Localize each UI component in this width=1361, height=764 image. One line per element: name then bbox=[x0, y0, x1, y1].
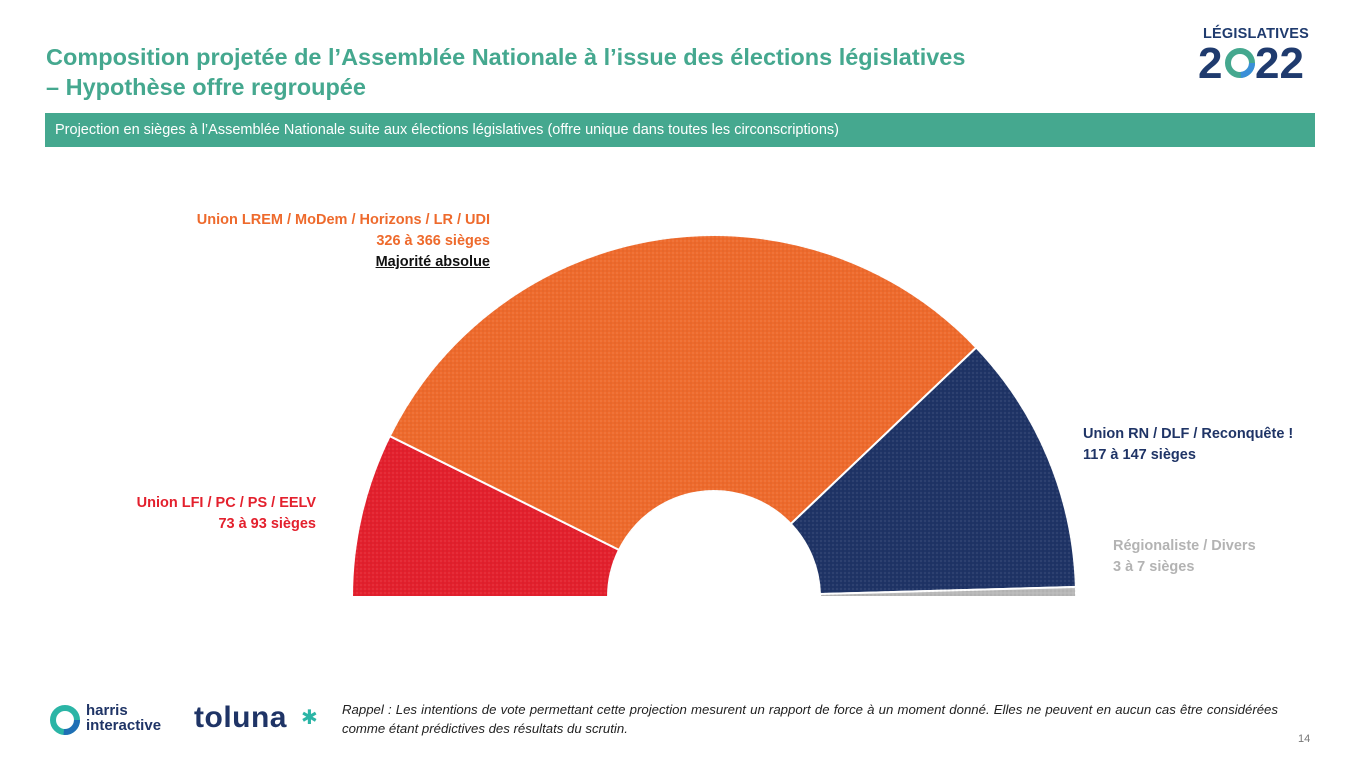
label-lrem-seats: 326 à 366 sièges bbox=[376, 233, 490, 249]
title-line-2: – Hypothèse offre regroupée bbox=[46, 74, 366, 100]
logo-year: 2 22 bbox=[1198, 44, 1304, 84]
label-divers-name: Régionaliste / Divers bbox=[1113, 538, 1256, 554]
svg-text:22: 22 bbox=[1255, 44, 1304, 84]
label-lrem-group: Union LREM / MoDem / Horizons / LR / UDI… bbox=[100, 210, 490, 273]
legislatives-2022-logo: LÉGISLATIVES 2 22 bbox=[1192, 24, 1322, 86]
page-title: Composition projetée de l’Assemblée Nati… bbox=[46, 42, 1106, 102]
logo-legislatives-text: LÉGISLATIVES bbox=[1202, 26, 1310, 42]
disclaimer-note: Rappel : Les intentions de vote permetta… bbox=[342, 702, 1278, 736]
harris-logo-text: harris interactive bbox=[86, 703, 161, 733]
subtitle-banner: Projection en sièges à l’Assemblée Natio… bbox=[45, 113, 1315, 147]
slice-texture-union-rn-dlf-reconqu-te bbox=[790, 347, 1076, 595]
page-number: 14 bbox=[1298, 733, 1311, 745]
label-lfi-seats: 73 à 93 sièges bbox=[218, 516, 316, 532]
title-line-1: Composition projetée de l’Assemblée Nati… bbox=[46, 44, 966, 70]
slice-texture-union-lrem-modem-horizons-lr-udi bbox=[389, 235, 977, 550]
label-divers-group: Régionaliste / Divers 3 à 7 sièges bbox=[1113, 536, 1256, 578]
footer-logos: harris interactive toluna ✱ bbox=[46, 700, 336, 740]
slice-texture-r-gionaliste-divers bbox=[819, 586, 1077, 597]
harris-logo-line-2: interactive bbox=[86, 717, 162, 734]
svg-text:2: 2 bbox=[1198, 44, 1222, 84]
toluna-star-icon: ✱ bbox=[301, 707, 318, 729]
label-divers-seats: 3 à 7 sièges bbox=[1113, 559, 1195, 575]
toluna-logo: toluna bbox=[194, 701, 287, 734]
label-lrem-majority: Majorité absolue bbox=[375, 254, 490, 270]
slice-texture-union-lfi-pc-ps-eelv bbox=[352, 436, 620, 597]
label-rn-group: Union RN / DLF / Reconquête ! 117 à 147 … bbox=[1083, 424, 1293, 466]
label-lfi-name: Union LFI / PC / PS / EELV bbox=[136, 495, 316, 511]
label-rn-name: Union RN / DLF / Reconquête ! bbox=[1083, 426, 1294, 442]
harris-logo-line-1: harris bbox=[86, 702, 128, 719]
harris-logo-icon bbox=[50, 705, 80, 735]
label-rn-seats: 117 à 147 sièges bbox=[1083, 447, 1196, 463]
label-lrem-name: Union LREM / MoDem / Horizons / LR / UDI bbox=[196, 212, 490, 228]
label-lfi-group: Union LFI / PC / PS / EELV 73 à 93 siège… bbox=[40, 493, 316, 535]
